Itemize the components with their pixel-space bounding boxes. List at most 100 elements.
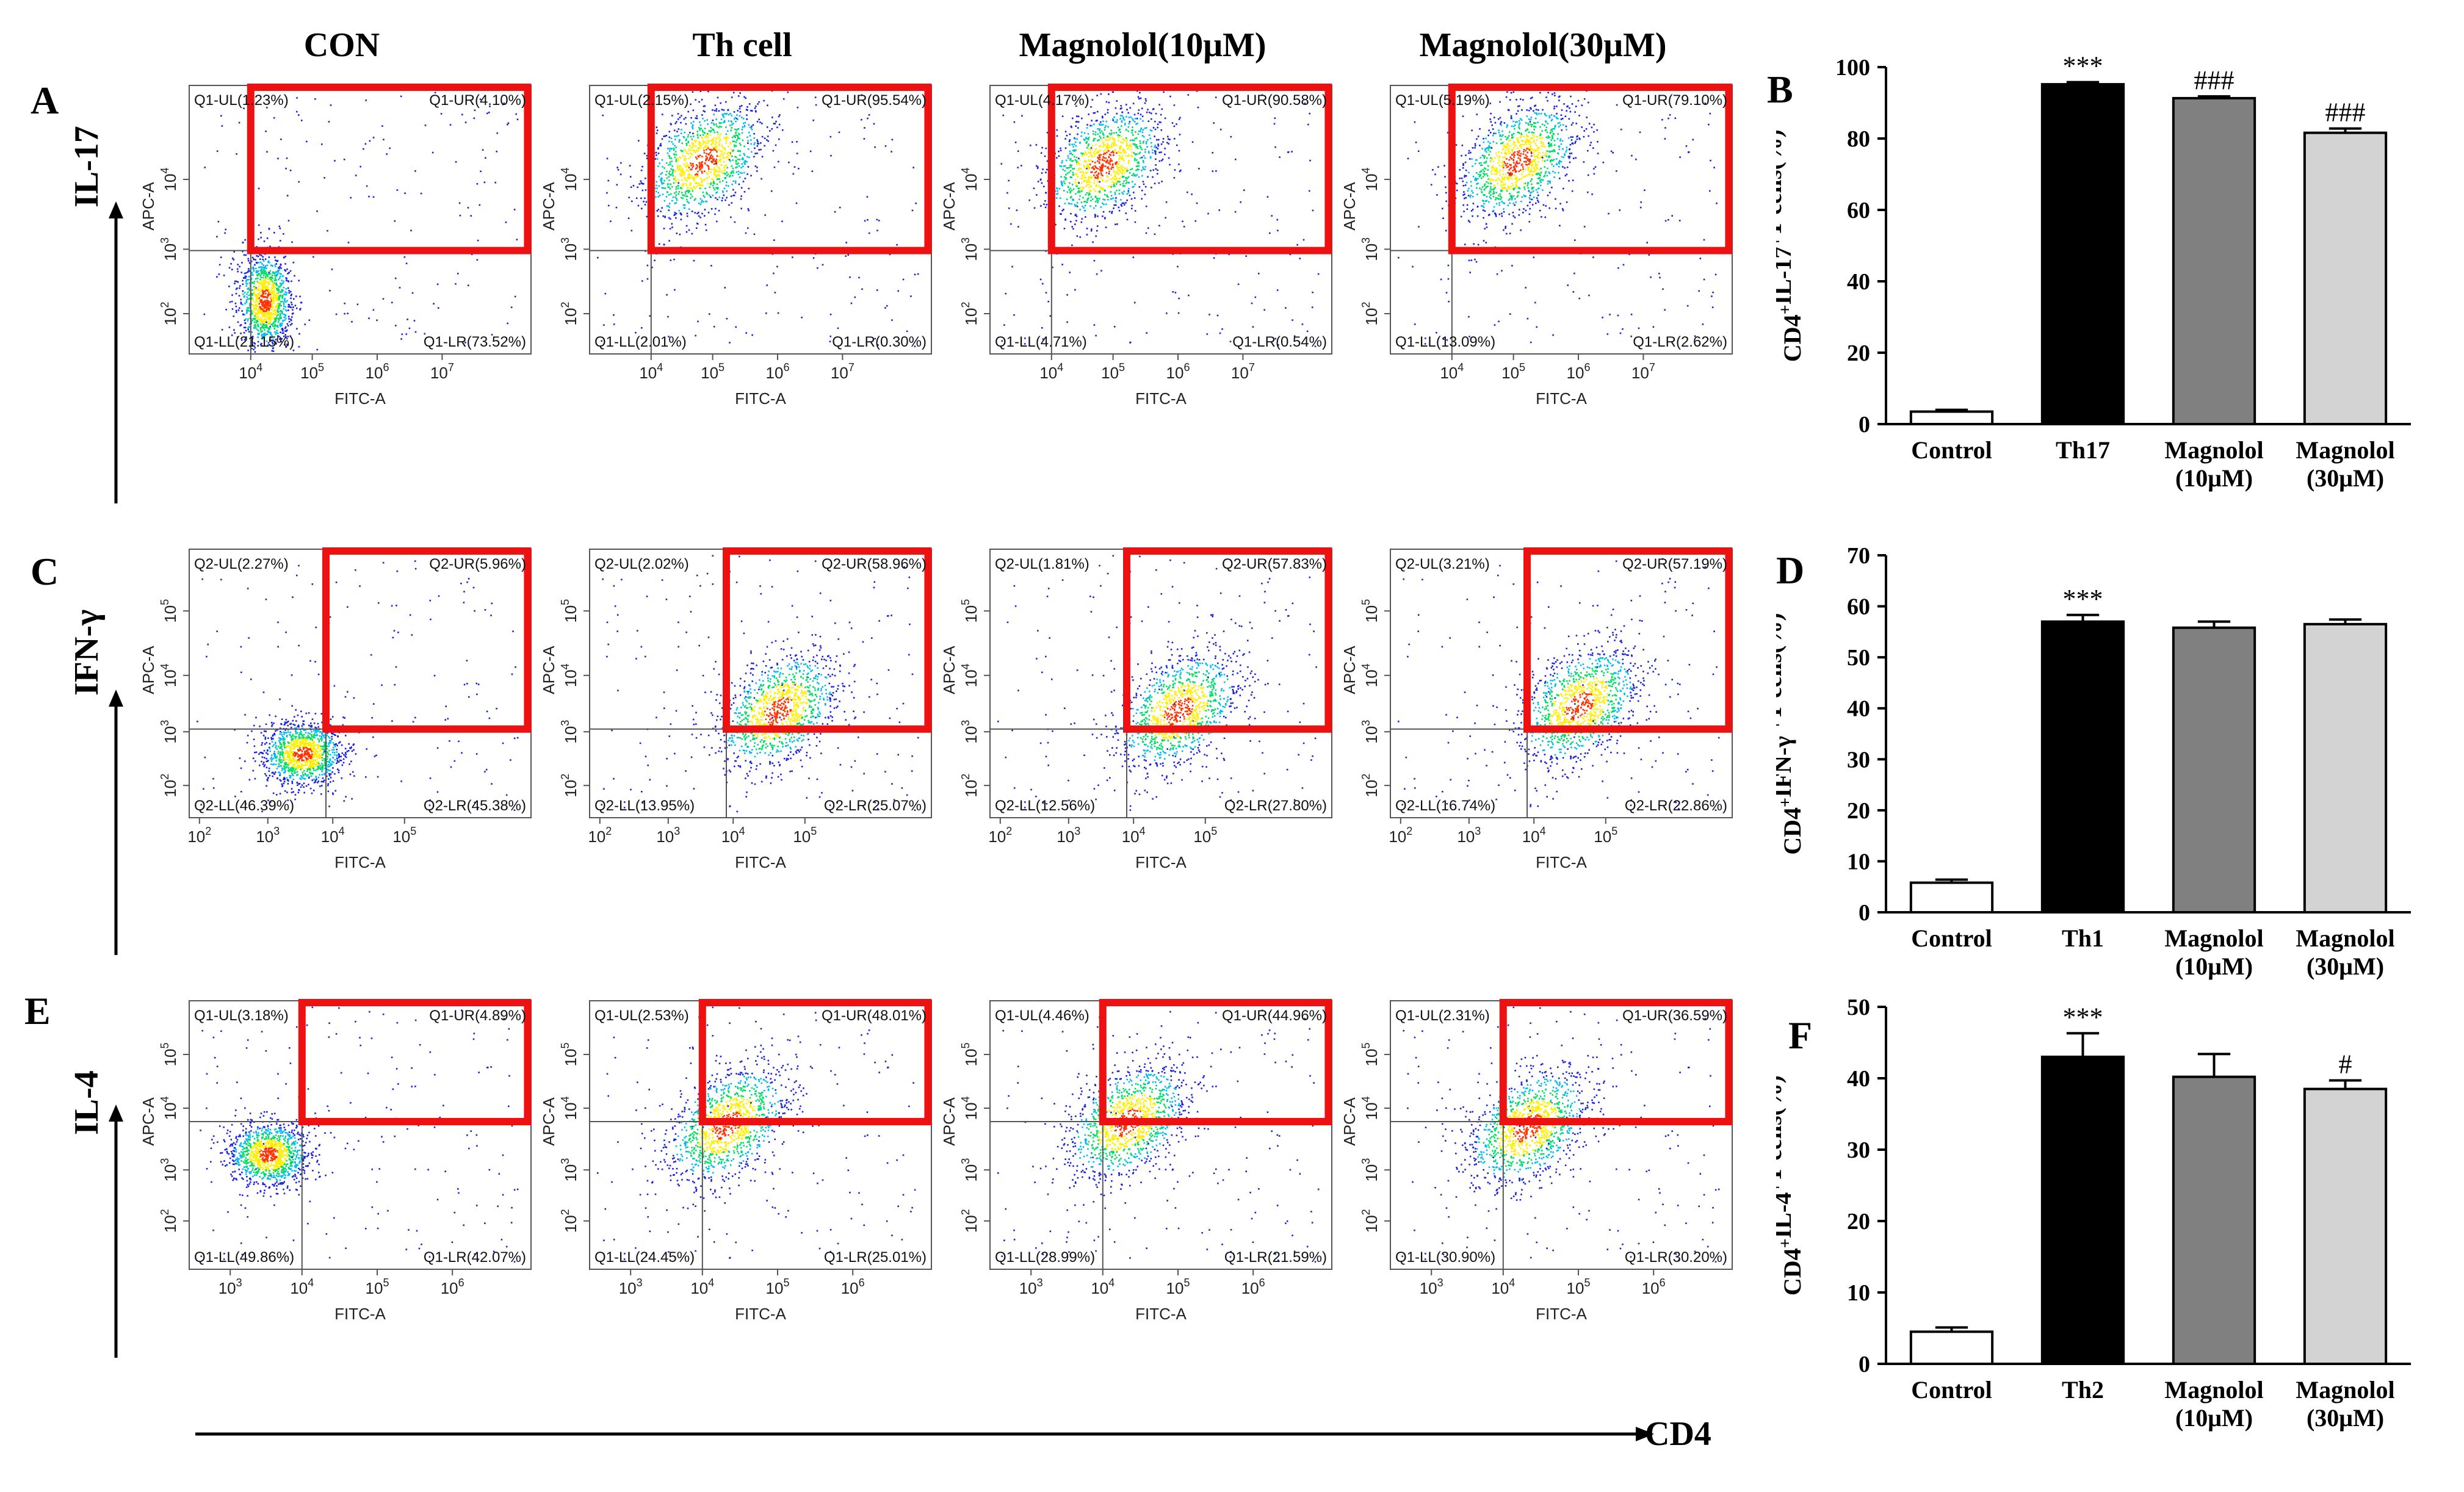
y-tick-label: 104: [559, 663, 580, 687]
quadrant-label-ul: Q1-UL(2.53%): [594, 1007, 689, 1024]
quadrant-label-ll: Q2-LL(46.39%): [194, 798, 294, 814]
x-axis-name: FITC-A: [334, 1305, 386, 1323]
y-tick-label: 105: [1360, 1043, 1381, 1067]
x-tick-label: 105: [1594, 825, 1617, 846]
y-tick-label: 102: [159, 302, 179, 326]
y-tick-label: 104: [1360, 663, 1381, 687]
category-label: Magnolol: [2296, 436, 2394, 464]
y-tick-label: 105: [559, 1043, 580, 1067]
bar-2: [2042, 1057, 2123, 1364]
quadrant-label-ur: Q1-UR(44.96%): [1222, 1007, 1327, 1024]
x-tick-label: 105: [1166, 1277, 1190, 1297]
quadrant-label-ll: Q1-LL(24.45%): [594, 1249, 695, 1266]
x-tick-label: 103: [1019, 1277, 1043, 1297]
x-tick-label: 104: [1491, 1277, 1515, 1297]
quadrant-label-lr: Q1-LR(21.59%): [1224, 1249, 1327, 1266]
panel-letter-c: C: [31, 549, 59, 594]
y-axis-label: CD4+IFN-γ +T cells(%): [1776, 613, 1806, 855]
category-label: (30μM): [2307, 953, 2384, 980]
quadrant-label-ur: Q2-UR(57.19%): [1622, 556, 1727, 572]
category-label: Control: [1911, 436, 1992, 464]
y-tick-label: 102: [159, 1209, 179, 1233]
y-tick-label: 104: [559, 1097, 580, 1120]
y-tick-label: 20: [1847, 798, 1870, 824]
quadrant-label-lr: Q1-LR(25.01%): [824, 1249, 927, 1266]
y-tick-label: 70: [1847, 543, 1870, 569]
significance-label: #: [2339, 1050, 2352, 1079]
y-tick-label: 40: [1847, 269, 1870, 295]
y-tick-label: 103: [959, 1158, 980, 1182]
y-tick-label: 102: [1360, 1209, 1381, 1233]
category-label: Magnolol: [2164, 924, 2263, 952]
y-tick-label: 0: [1859, 412, 1870, 438]
y-axis-name: APC-A: [140, 182, 157, 231]
plot-frame: [590, 1001, 931, 1269]
y-tick-label: 104: [959, 663, 980, 687]
flow-plot-r2-c1: Q2-UL(2.27%)Q2-UR(5.96%)Q2-LL(46.39%)Q2-…: [140, 543, 555, 879]
plot-frame: [590, 85, 931, 354]
bar-2: [2042, 84, 2123, 424]
flow-plot-r2-c4: Q2-UL(3.21%)Q2-UR(57.19%)Q2-LL(16.74%)Q2…: [1342, 543, 1757, 879]
y-tick-label: 103: [159, 720, 179, 744]
y-tick-label: 20: [1847, 1209, 1870, 1234]
quadrant-label-ul: Q2-UL(2.27%): [194, 556, 289, 572]
quadrant-label-ll: Q1-LL(49.86%): [194, 1249, 294, 1266]
y-tick-label: 100: [1835, 55, 1870, 81]
x-axis-name: FITC-A: [735, 853, 786, 871]
row-c-y-arrow: [104, 690, 128, 958]
flow-plot-r3-c1: Q1-UL(3.18%)Q1-UR(4.89%)Q1-LL(49.86%)Q1-…: [140, 995, 555, 1330]
quadrant-label-ur: Q2-UR(58.96%): [822, 556, 927, 572]
y-tick-label: 40: [1847, 696, 1870, 722]
y-tick-label: 105: [159, 1043, 179, 1067]
x-tick-label: 105: [701, 361, 724, 382]
bar-2: [2042, 622, 2123, 912]
x-tick-label: 104: [239, 361, 262, 382]
quadrant-label-ur: Q2-UR(57.83%): [1222, 556, 1327, 572]
quadrant-label-ur: Q1-UR(4.89%): [429, 1007, 526, 1024]
quadrant-label-lr: Q2-LR(22.86%): [1625, 798, 1727, 814]
x-tick-label: 104: [639, 361, 663, 382]
quadrant-label-ul: Q1-UL(2.31%): [1395, 1007, 1490, 1024]
y-tick-label: 103: [159, 237, 179, 261]
x-tick-label: 103: [256, 825, 280, 846]
x-tick-label: 102: [588, 825, 612, 846]
quadrant-label-ur: Q1-UR(36.59%): [1622, 1007, 1727, 1024]
category-label: Th1: [2062, 924, 2104, 952]
y-tick-label: 20: [1847, 341, 1870, 366]
flow-plot-r1-c2: Q1-UL(2.15%)Q1-UR(95.54%)Q1-LL(2.01%)Q1-…: [541, 79, 956, 415]
x-tick-label: 105: [793, 825, 817, 846]
quadrant-label-ul: Q2-UL(3.21%): [1395, 556, 1490, 572]
quadrant-label-lr: Q1-LR(30.20%): [1625, 1249, 1727, 1266]
x-tick-label: 104: [321, 825, 345, 846]
flow-plot-r3-c2: Q1-UL(2.53%)Q1-UR(48.01%)Q1-LL(24.45%)Q1…: [541, 995, 956, 1330]
significance-label: ###: [2194, 65, 2235, 95]
y-tick-label: 105: [559, 599, 580, 623]
quadrant-label-ul: Q1-UL(3.18%): [194, 1007, 289, 1024]
quadrant-label-ul: Q1-UL(4.46%): [995, 1007, 1089, 1024]
y-tick-label: 103: [959, 237, 980, 261]
y-axis-name: APC-A: [541, 182, 558, 231]
y-tick-label: 103: [959, 720, 980, 744]
x-axis-name: FITC-A: [1135, 1305, 1187, 1323]
category-label: Magnolol: [2296, 1376, 2394, 1404]
row-marker-ifn-gamma: IFN-γ: [67, 561, 104, 696]
y-tick-label: 103: [559, 720, 580, 744]
y-tick-label: 104: [159, 168, 179, 192]
quadrant-label-ll: Q2-LL(12.56%): [995, 798, 1095, 814]
quadrant-label-ll: Q1-LL(21.15%): [194, 334, 294, 350]
y-tick-label: 50: [1847, 995, 1870, 1020]
x-tick-label: 102: [187, 825, 211, 846]
x-tick-label: 103: [1420, 1277, 1443, 1297]
quadrant-label-ll: Q1-LL(30.90%): [1395, 1249, 1495, 1266]
y-tick-label: 105: [959, 1043, 980, 1067]
y-tick-label: 30: [1847, 1137, 1870, 1163]
bar-1: [1911, 1332, 1992, 1364]
y-tick-label: 40: [1847, 1066, 1870, 1092]
quadrant-label-lr: Q2-LR(25.07%): [824, 798, 927, 814]
significance-label: ***: [2063, 584, 2103, 614]
x-tick-label: 106: [841, 1277, 865, 1297]
y-axis-name: APC-A: [941, 646, 958, 694]
y-tick-label: 102: [1360, 774, 1381, 798]
quadrant-label-lr: Q1-LR(73.52%): [424, 334, 526, 350]
